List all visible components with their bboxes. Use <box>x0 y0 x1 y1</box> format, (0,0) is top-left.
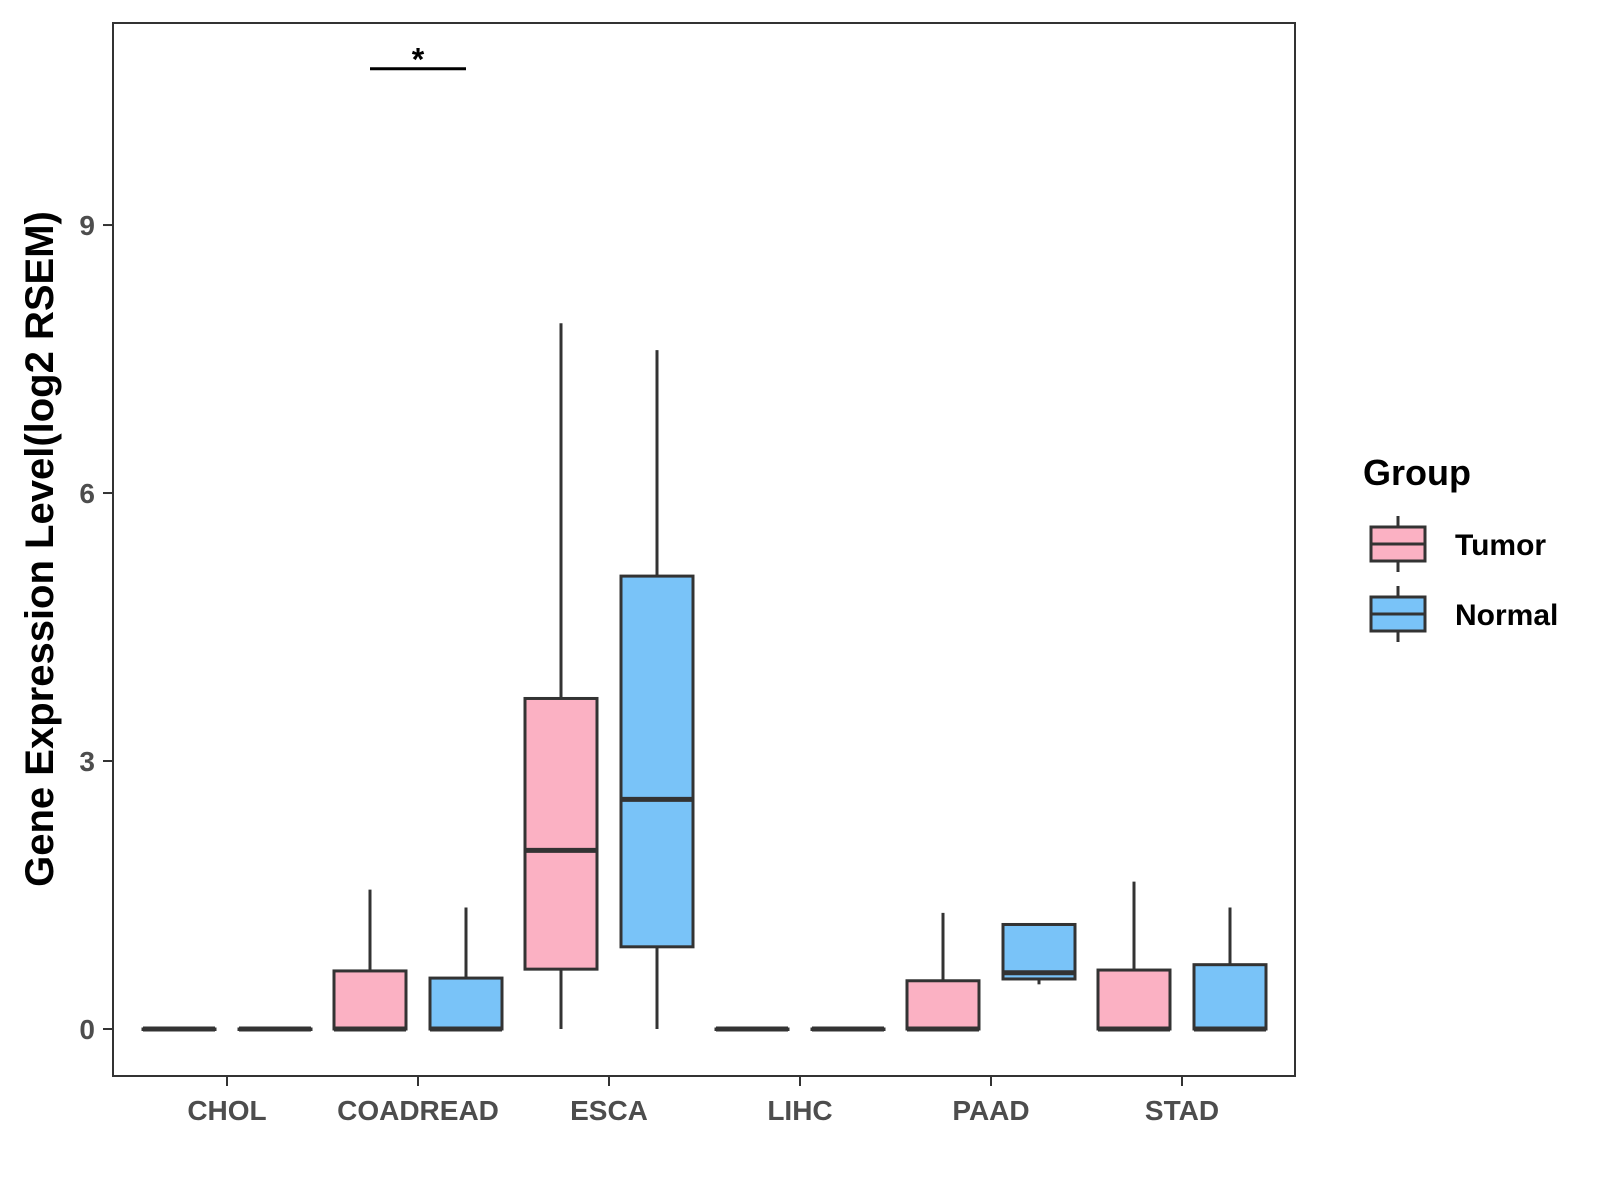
box-normal-coadread <box>428 907 504 1032</box>
annotation-layer: * <box>370 42 466 78</box>
x-tick-label: ESCA <box>570 1095 648 1126</box>
x-tick-label: CHOL <box>187 1095 266 1126</box>
x-tick-label: STAD <box>1145 1095 1219 1126</box>
box-body <box>523 696 599 971</box>
box-tumor-esca <box>523 323 599 1029</box>
box-body <box>1096 968 1172 1031</box>
legend-label: Normal <box>1455 599 1558 632</box>
legend-keys: Tumor Normal <box>1369 516 1558 642</box>
y-tick-label: 9 <box>79 210 95 241</box>
box-body <box>428 976 504 1031</box>
boxes-layer <box>141 323 1268 1032</box>
legend-key-tumor: Tumor <box>1369 516 1546 572</box>
y-axis: 0 3 6 9 <box>79 210 113 1045</box>
box-tumor-coadread <box>332 889 408 1032</box>
legend-title: Group <box>1363 452 1471 493</box>
box-normal-lihc <box>810 1026 886 1032</box>
legend-key-normal: Normal <box>1369 586 1558 642</box>
y-tick-label: 6 <box>79 478 95 509</box>
box-body <box>332 969 408 1031</box>
y-axis-title: Gene Expression Level(log2 RSEM) <box>18 211 62 887</box>
x-tick-label: COADREAD <box>337 1095 499 1126</box>
y-tick-label: 0 <box>79 1014 95 1045</box>
significance-label: * <box>412 42 425 78</box>
box-normal-stad <box>1192 907 1268 1032</box>
box-tumor-chol <box>141 1026 217 1032</box>
box-tumor-stad <box>1096 881 1172 1032</box>
legend-label: Tumor <box>1455 529 1546 562</box>
box-normal-paad <box>1001 922 1077 985</box>
box-tumor-lihc <box>714 1026 790 1032</box>
box-normal-chol <box>237 1026 313 1032</box>
y-tick-label: 3 <box>79 746 95 777</box>
x-axis: CHOL COADREAD ESCA LIHC PAAD STAD <box>187 1076 1219 1126</box>
box-body <box>1192 963 1268 1031</box>
box-body <box>619 574 695 949</box>
box-tumor-paad <box>905 912 981 1032</box>
x-tick-label: LIHC <box>767 1095 832 1126</box>
panel-border <box>112 22 1296 1077</box>
box-body <box>905 979 981 1031</box>
x-tick-label: PAAD <box>952 1095 1029 1126</box>
box-normal-esca <box>619 350 695 1029</box>
box-body <box>1001 922 1077 981</box>
legend: Group Tumor Normal <box>1363 452 1558 642</box>
